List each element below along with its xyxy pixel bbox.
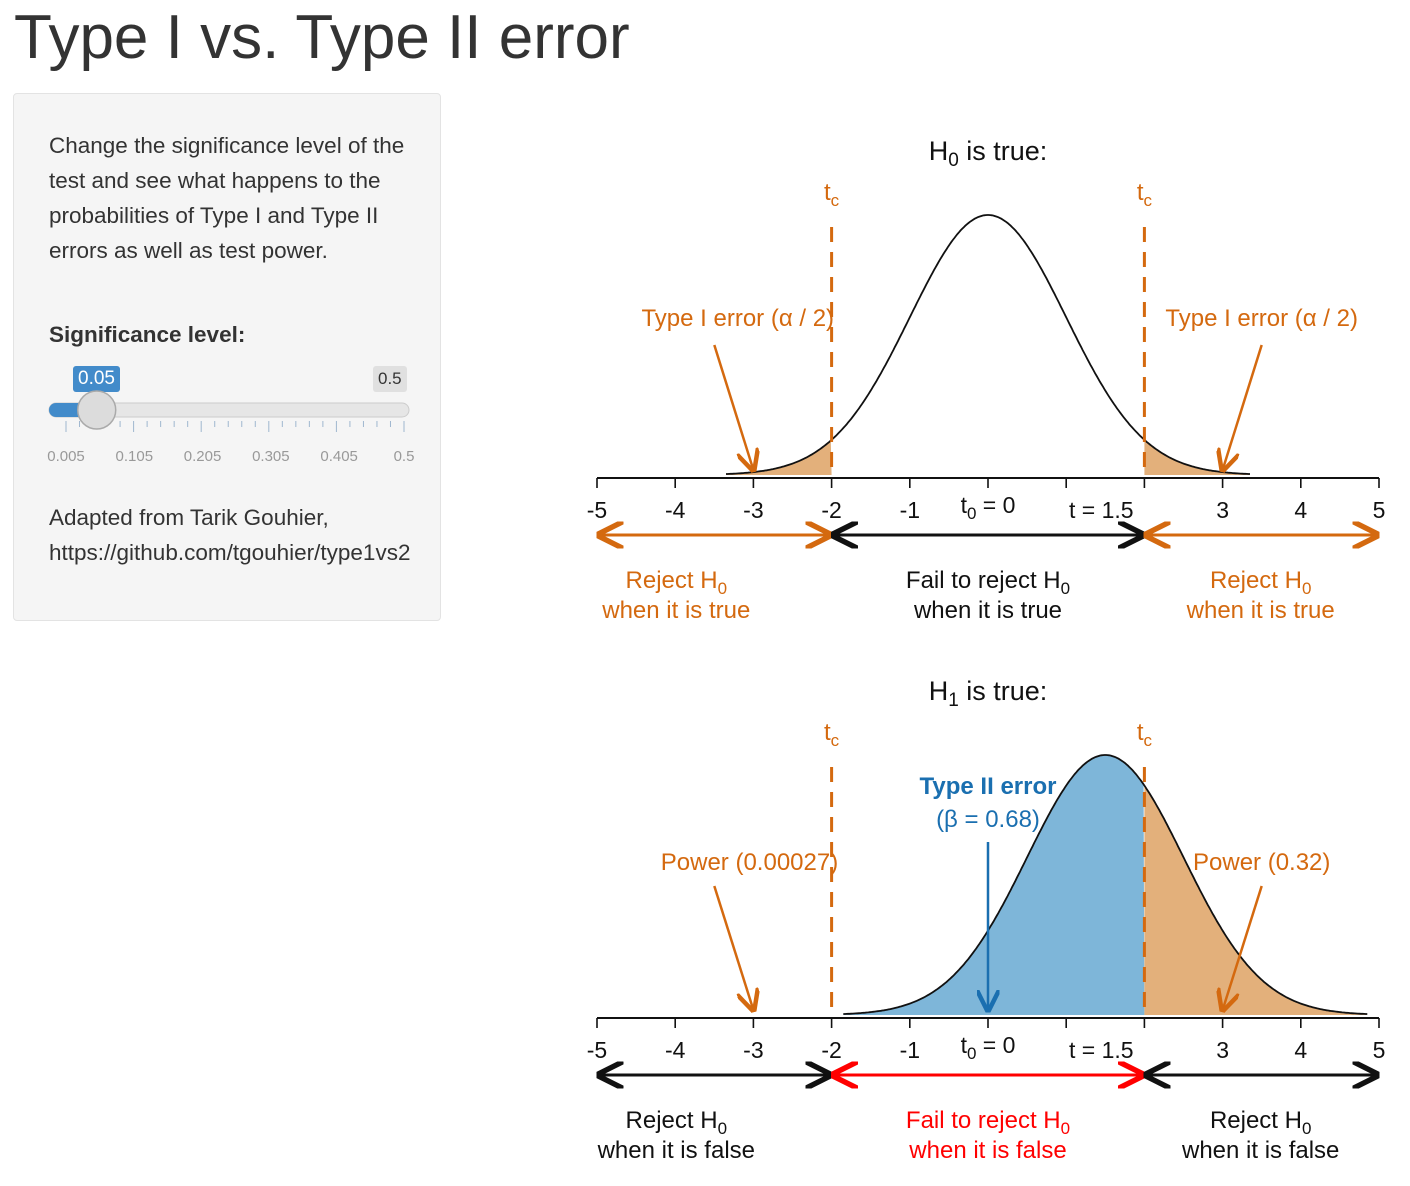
t-observed-label: t = 1.5 [1069,497,1134,523]
sidebar-panel: Change the significance level of the tes… [13,93,441,621]
significance-level-label: Significance level: [49,322,246,347]
type1-type2-plots: -5 -4 -3 -2 -1 3 4 5 t0 = 0 t = 1.5 tc tc H0 is true… [587,136,1386,1164]
critical-value-label: tc [824,719,840,750]
x-tick-label: 5 [1373,1037,1386,1063]
h0-panel: -5 -4 -3 -2 -1 3 4 5 t0 = 0 t = 1.5 tc tc H0 is true… [587,136,1386,624]
type1-left-pointer [713,344,753,470]
slider-max-bubble: 0.5 [373,366,407,392]
x-tick-label: -3 [743,497,763,523]
x-tick-label: 3 [1216,1037,1229,1063]
type1-area-right [1144,439,1250,475]
power-left-label: Power (0.00027) [661,849,838,876]
x-tick-label: 4 [1294,1037,1307,1063]
credit-text: Adapted from Tarik Gouhier, https://gith… [49,500,410,570]
x-tick-label: -1 [900,1037,920,1063]
page-title: Type I vs. Type II error [14,3,630,72]
x-tick-label: -3 [743,1037,763,1063]
power-right-label: Power (0.32) [1193,849,1330,876]
slider-tick-label: 0.205 [183,448,222,465]
density-curve [726,214,1250,475]
x-tick-label: 3 [1216,497,1229,523]
slider-tick-label: 0.305 [252,448,290,465]
plots-area: -5 -4 -3 -2 -1 3 4 5 t0 = 0 t = 1.5 tc tc H0 is true… [540,100,1400,1185]
power-right-pointer [1223,885,1263,1010]
region-label-line2: when it is true [601,597,750,624]
region-label-line2: when it is true [913,597,1062,624]
type1-area-left [726,440,832,475]
panel-title: H1 is true: [929,676,1048,711]
credit-url[interactable]: https://github.com/tgouhier/type1vs2 [49,540,411,565]
region-label-line2: when it is false [908,1137,1066,1164]
region-label-line2: when it is false [597,1137,755,1164]
x-tick-label: -4 [665,497,686,523]
h1-annotations: Power (0.00027) Power (0.32) Type II error… [661,773,1330,1010]
density-curve [843,754,1368,1015]
region-label-line1: Fail to reject H0 [906,567,1070,598]
x-tick-label: 4 [1294,497,1307,523]
type1-right-pointer [1223,344,1263,470]
critical-value-label: tc [824,179,840,210]
x-tick-label: -5 [587,497,607,523]
critical-value-label: tc [1137,179,1153,210]
credit-line-1: Adapted from Tarik Gouhier, [49,505,329,530]
h0-annotations: Type I error (α / 2) Type I error (α / 2) [641,305,1358,470]
slider-tick-label: 0.105 [115,448,154,465]
t0-label: t0 = 0 [961,492,1016,523]
region-label-line1: Reject H0 [626,1107,728,1138]
region-label-line2: when it is false [1181,1137,1339,1164]
type1-error-left-label: Type I error (α / 2) [641,305,834,332]
x-tick-label: 5 [1373,497,1386,523]
h1-panel: -5 -4 -3 -2 -1 3 4 5 t0 = 0 t = 1.5 tc tc H1 is true… [587,676,1386,1164]
power-left-pointer [713,885,753,1010]
x-tick-label: -5 [587,1037,607,1063]
significance-level-slider[interactable]: 0.05 0.5 0.005 0.105 0.205 0.305 0.405 0.5 [44,364,424,465]
x-tick-label: -2 [821,497,841,523]
sidebar-description: Change the significance level of the tes… [49,133,405,263]
slider-handle[interactable] [76,390,117,430]
slider-tick-label: 0.405 [320,448,358,465]
region-label-line1: Reject H0 [1210,567,1312,598]
panel-title: H0 is true: [929,136,1048,171]
slider-tick-label: 0.005 [47,448,85,465]
type2-beta-label: (β = 0.68) [936,806,1040,833]
type2-error-label: Type II error [920,773,1057,800]
region-label-line1: Fail to reject H0 [906,1107,1070,1138]
x-tick-label: -2 [821,1037,841,1063]
region-label-line1: Reject H0 [626,567,728,598]
type2-area [843,755,1145,1015]
region-label-line1: Reject H0 [1210,1107,1312,1138]
slider-track-graphic[interactable] [44,364,424,444]
x-tick-label: -4 [665,1037,686,1063]
x-tick-label: -1 [900,497,920,523]
t0-label: t0 = 0 [961,1032,1016,1063]
slider-value-bubble: 0.05 [73,366,120,392]
t-observed-label: t = 1.5 [1069,1037,1134,1063]
type1-error-right-label: Type I error (α / 2) [1165,305,1358,332]
region-label-line2: when it is true [1186,597,1335,624]
slider-tick-label: 0.5 [393,448,415,465]
critical-value-label: tc [1137,719,1153,750]
slider-ticks [65,421,405,432]
power-area-right [1144,785,1368,1015]
